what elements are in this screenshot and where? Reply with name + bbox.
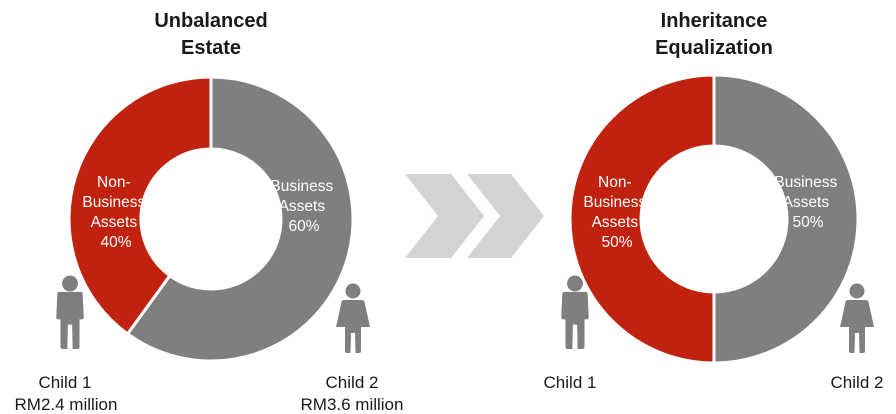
slice-label-line: Business bbox=[583, 194, 646, 211]
donut-slice-business bbox=[712, 73, 860, 365]
slice-label-line: Assets bbox=[592, 214, 639, 231]
inheritance-equalization-chart: Inheritance Equalization Non- Business A… bbox=[544, 10, 884, 392]
donut-slice-non-business bbox=[568, 73, 716, 365]
slice-label-line: 60% bbox=[288, 218, 319, 235]
slice-label-line: 40% bbox=[100, 234, 131, 251]
person-female-icon bbox=[840, 283, 874, 353]
chart-title-line: Equalization bbox=[655, 37, 773, 59]
child-1-name: Child 1 bbox=[39, 373, 92, 392]
double-chevron-arrow-icon bbox=[405, 174, 544, 258]
chart-title-line: Unbalanced bbox=[154, 10, 267, 32]
slice-label-line: Assets bbox=[279, 198, 326, 215]
person-male-icon bbox=[561, 275, 589, 349]
slice-label-line: Business bbox=[774, 174, 837, 191]
child-2-amount: RM3.6 million bbox=[301, 395, 404, 414]
slice-label-business: Business Assets 50% bbox=[774, 174, 841, 231]
person-male-icon bbox=[56, 275, 84, 349]
child-1-name: Child 1 bbox=[544, 373, 597, 392]
slice-label-line: Assets bbox=[783, 194, 830, 211]
slice-label-non-business: Non- Business Assets 40% bbox=[82, 174, 149, 251]
donut-slice-non-business bbox=[67, 75, 213, 336]
donut-slice-business bbox=[125, 75, 355, 363]
person-female-icon bbox=[336, 283, 370, 353]
unbalanced-estate-chart: Unbalanced Estate Non- Business Assets 4… bbox=[15, 10, 404, 414]
child-2-name: Child 2 bbox=[326, 373, 379, 392]
slice-label-non-business: Non- Business Assets 50% bbox=[583, 174, 650, 251]
slice-label-line: Assets bbox=[91, 214, 138, 231]
child-1-amount: RM2.4 million bbox=[15, 395, 118, 414]
slice-label-line: Business bbox=[270, 178, 333, 195]
slice-label-line: Non- bbox=[598, 174, 632, 191]
slice-label-line: 50% bbox=[601, 234, 632, 251]
chart-title-line: Inheritance bbox=[661, 10, 768, 32]
slice-label-line: 50% bbox=[792, 214, 823, 231]
slice-label-business: Business Assets 60% bbox=[270, 178, 337, 235]
chart-title-line: Estate bbox=[181, 37, 241, 59]
slice-label-line: Business bbox=[82, 194, 145, 211]
child-2-name: Child 2 bbox=[831, 373, 884, 392]
slice-label-line: Non- bbox=[97, 174, 131, 191]
